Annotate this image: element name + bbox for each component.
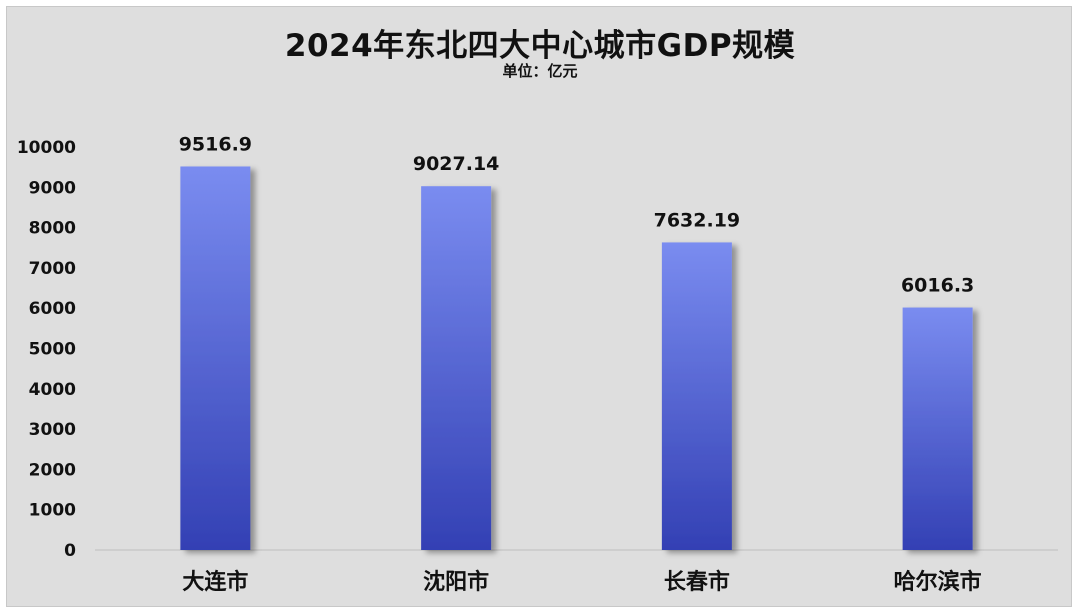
y-tick-label: 4000	[29, 380, 76, 400]
y-tick-label: 1000	[29, 501, 76, 521]
y-tick-label: 2000	[29, 460, 76, 480]
y-tick-label: 0	[64, 541, 76, 561]
x-axis: 大连市 沈阳市 长春市 哈尔滨市	[182, 569, 981, 595]
y-axis: 0 1000 2000 3000 4000 5000 6000 7000 8000 9000 100…	[17, 138, 76, 561]
y-tick-label: 5000	[29, 340, 76, 360]
bar	[180, 166, 251, 550]
y-tick-label: 8000	[29, 219, 76, 239]
y-tick-label: 10000	[17, 138, 76, 158]
y-tick-label: 6000	[29, 299, 76, 319]
x-tick-label: 哈尔滨市	[894, 569, 982, 595]
bar	[661, 242, 732, 551]
data-label: 6016.3	[901, 275, 974, 297]
x-tick-label: 沈阳市	[423, 569, 489, 595]
x-tick-label: 大连市	[182, 569, 248, 595]
x-tick-label: 长春市	[664, 569, 730, 595]
bar	[902, 307, 973, 550]
data-label: 9516.9	[179, 133, 252, 155]
y-tick-label: 9000	[29, 178, 76, 198]
bar-series: 9516.9 9027.14 7632.19 6016.3	[179, 133, 974, 551]
y-tick-label: 7000	[29, 259, 76, 279]
chart-subtitle: 单位：亿元	[502, 62, 578, 80]
data-label: 9027.14	[413, 153, 500, 175]
chart-title: 2024年东北四大中心城市GDP规模	[284, 28, 796, 64]
y-tick-label: 3000	[29, 420, 76, 440]
data-label: 7632.19	[654, 209, 741, 231]
bar	[421, 186, 492, 551]
